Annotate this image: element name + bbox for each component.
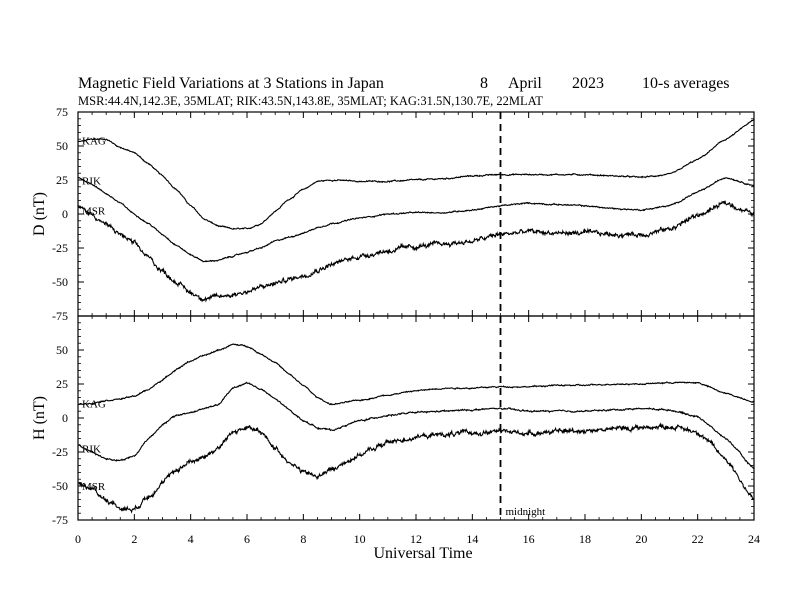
panel-frame xyxy=(77,111,755,317)
x-tick-label: 0 xyxy=(75,532,81,546)
x-tick-label: 6 xyxy=(244,532,250,546)
series-label-msr: MSR xyxy=(82,206,106,218)
x-tick-label: 14 xyxy=(466,532,478,546)
x-tick-label: 12 xyxy=(410,532,422,546)
averaging-label: 10-s averages xyxy=(642,75,730,92)
y-tick-label: 25 xyxy=(56,377,68,391)
y-tick-label: 0 xyxy=(62,207,68,221)
x-tick-label: 2 xyxy=(131,532,137,546)
x-tick-label: 8 xyxy=(300,532,306,546)
trace-kag xyxy=(77,119,755,230)
trace-msr xyxy=(77,200,755,303)
series-label-kag: KAG xyxy=(82,136,106,148)
trace-rik xyxy=(77,176,755,263)
panels-group: 75 50 25 0 -25 -50 -75 D (nT) KAG RIK MSR 50 25 0 -25 -… xyxy=(31,105,760,546)
y-tick-label: -25 xyxy=(52,241,68,255)
date-year: 2023 xyxy=(572,75,604,92)
panel-frame xyxy=(77,315,755,521)
y-tick-label: -75 xyxy=(52,513,68,527)
x-axis-label: Universal Time xyxy=(373,545,472,562)
y-tick-label: -75 xyxy=(52,309,68,323)
x-tick-label: 22 xyxy=(692,532,704,546)
x-tick-label: 20 xyxy=(635,532,647,546)
trace-msr xyxy=(77,422,755,514)
panel-h: 50 25 0 -25 -50 -75 H (nT) KAG RIK MSR xyxy=(31,315,755,527)
x-tick-label: 24 xyxy=(748,532,760,546)
series-label-rik: RIK xyxy=(82,176,101,188)
y-tick-label: 0 xyxy=(62,411,68,425)
chart-title: Magnetic Field Variations at 3 Stations … xyxy=(78,75,384,92)
y-tick-label: -50 xyxy=(52,479,68,493)
midnight-label: midnight xyxy=(506,506,546,518)
x-tick-label: 16 xyxy=(523,532,535,546)
y-tick-label: 75 xyxy=(56,105,68,119)
date-month: April xyxy=(508,75,542,92)
y-axis-label: H (nT) xyxy=(31,396,48,440)
y-tick-label: -25 xyxy=(52,445,68,459)
y-tick-label: -50 xyxy=(52,275,68,289)
trace-kag xyxy=(77,343,755,406)
series-label-msr: MSR xyxy=(82,481,106,493)
y-tick-label: 50 xyxy=(56,343,68,357)
x-tick-label: 10 xyxy=(354,532,366,546)
y-tick-label: 50 xyxy=(56,139,68,153)
date-day: 8 xyxy=(480,75,488,92)
series-label-kag: KAG xyxy=(82,399,106,411)
y-axis-label: D (nT) xyxy=(31,192,48,236)
x-tick-label: 4 xyxy=(188,532,194,546)
y-tick-label: 25 xyxy=(56,173,68,187)
series-label-rik: RIK xyxy=(82,444,101,456)
panel-d: 75 50 25 0 -25 -50 -75 D (nT) KAG RIK MSR xyxy=(31,105,755,323)
station-coordinates: MSR:44.4N,142.3E, 35MLAT; RIK:43.5N,143.… xyxy=(78,94,543,108)
x-tick-label: 18 xyxy=(579,532,591,546)
trace-rik xyxy=(77,381,755,470)
